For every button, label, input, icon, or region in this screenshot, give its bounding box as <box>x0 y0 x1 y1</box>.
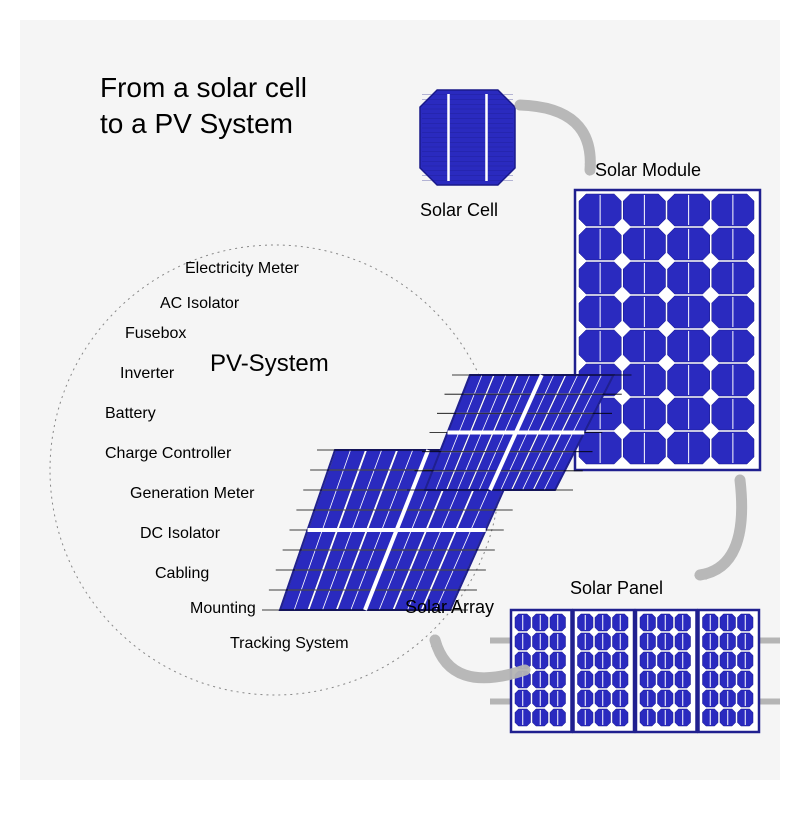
solar-cell-label: Solar Cell <box>420 200 498 221</box>
solar-panel-label: Solar Panel <box>570 578 663 599</box>
system-item: Charge Controller <box>105 445 231 463</box>
system-item: Inverter <box>120 365 174 383</box>
svg-layer <box>20 20 780 780</box>
system-item: Fusebox <box>125 325 186 343</box>
system-item: Electricity Meter <box>185 260 299 278</box>
system-item: AC Isolator <box>160 295 239 313</box>
diagram-canvas: From a solar cell to a PV System Solar C… <box>20 20 780 780</box>
pv-system-title: PV-System <box>210 350 329 378</box>
system-item: Cabling <box>155 565 209 583</box>
system-item: Generation Meter <box>130 485 255 503</box>
system-item: Mounting <box>190 600 256 618</box>
system-item: DC Isolator <box>140 525 220 543</box>
system-item: Tracking System <box>230 635 349 653</box>
system-item: Battery <box>105 405 156 423</box>
solar-module-label: Solar Module <box>595 160 701 181</box>
solar-array-label: Solar Array <box>405 597 494 618</box>
